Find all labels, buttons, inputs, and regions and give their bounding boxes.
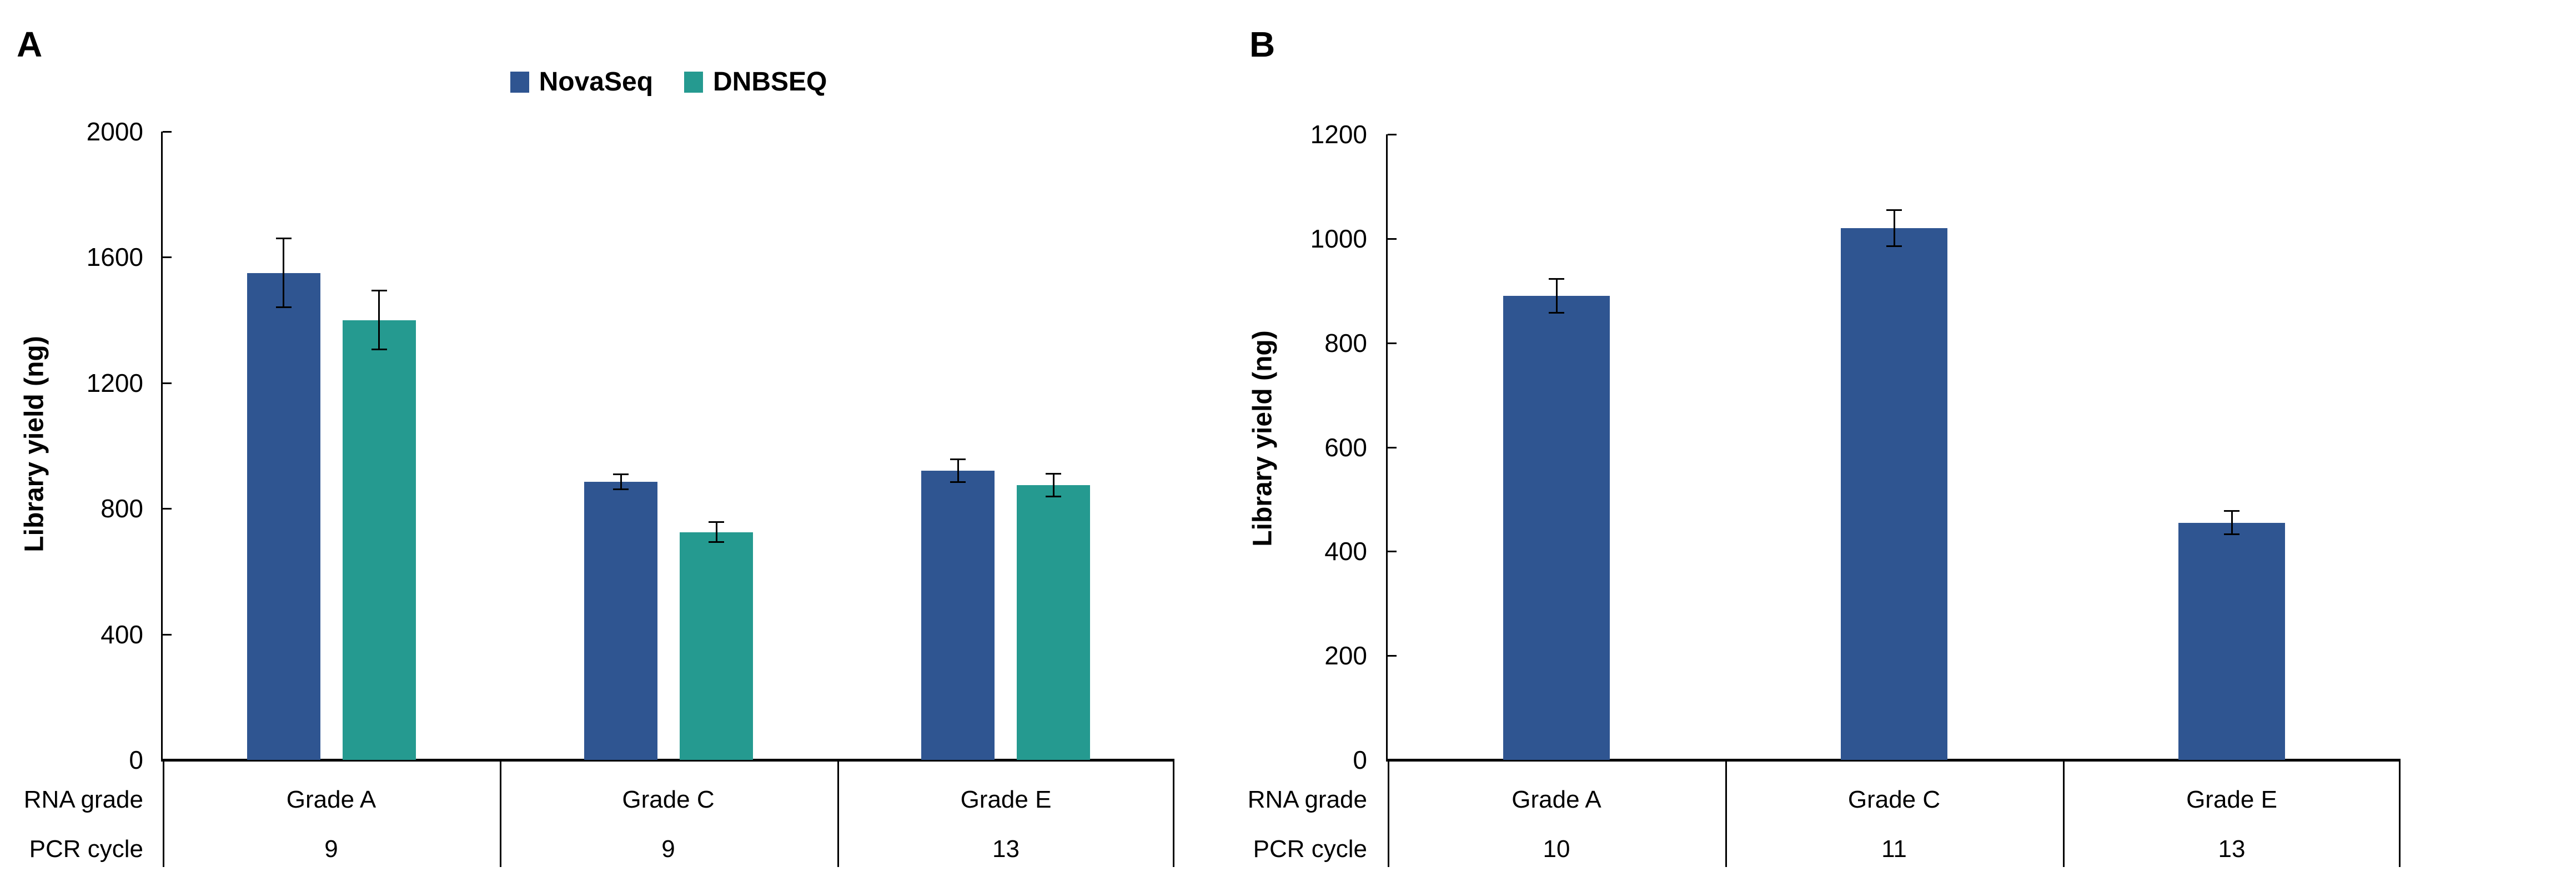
error-bar-novaseq-grade-c — [1894, 210, 1895, 246]
panel-b-y-tick-800 — [1388, 342, 1397, 344]
panel-b-table-border-1 — [1725, 760, 1727, 867]
panel-a-row-header-pcr-cycle: PCR cycle — [29, 835, 143, 863]
panel-a-pcr-cycle-cell-grade-a: 9 — [324, 835, 338, 863]
panel-a-y-tick-label-400: 400 — [101, 620, 143, 649]
panel-b-y-tick-label-200: 200 — [1324, 641, 1367, 670]
panel-a-y-tick-label-1200: 1200 — [86, 369, 143, 397]
bar-novaseq-grade-e — [921, 471, 995, 760]
error-bar-cap-top-dnbseq-grade-c — [709, 521, 724, 523]
panel-a-pcr-cycle-cell-grade-c: 9 — [661, 835, 675, 863]
panel-b-y-tick-label-400: 400 — [1324, 537, 1367, 566]
panel-a-y-tick-label-2000: 2000 — [86, 117, 143, 146]
panel-a-y-tick-label-0: 0 — [129, 745, 143, 774]
panel-b-y-tick-label-0: 0 — [1353, 745, 1367, 774]
error-bar-novaseq-grade-e — [957, 459, 959, 482]
panel-a-rna-grade-cell-grade-e: Grade E — [960, 786, 1052, 813]
error-bar-cap-top-novaseq-grade-c — [1886, 209, 1902, 211]
panel-a-rna-grade-cell-grade-a: Grade A — [286, 786, 376, 813]
error-bar-novaseq-grade-c — [620, 474, 622, 490]
bar-dnbseq-grade-c — [680, 532, 753, 760]
error-bar-cap-bottom-novaseq-grade-c — [613, 488, 629, 490]
error-bar-novaseq-grade-a — [283, 238, 284, 308]
error-bar-cap-top-novaseq-grade-e — [950, 458, 966, 460]
panel-a-table-border-3 — [1173, 760, 1174, 867]
panel-b-rna-grade-cell-grade-c: Grade C — [1847, 786, 1941, 813]
error-bar-cap-bottom-novaseq-grade-a — [276, 306, 292, 308]
panel-b-rna-grade-cell-grade-e: Grade E — [2186, 786, 2277, 813]
legend-item-dnbseq: DNBSEQ — [684, 69, 827, 95]
panel-a-table-border-0 — [163, 760, 164, 867]
error-bar-cap-top-novaseq-grade-c — [613, 473, 629, 475]
panel-b-pcr-cycle-cell-grade-c: 11 — [1881, 835, 1907, 863]
panel-a-y-tick-label-1600: 1600 — [86, 243, 143, 271]
error-bar-cap-top-novaseq-grade-e — [2224, 510, 2239, 512]
error-bar-cap-top-novaseq-grade-a — [1549, 278, 1564, 280]
error-bar-cap-top-dnbseq-grade-a — [371, 290, 387, 291]
panel-a-x-axis-line — [161, 759, 1174, 762]
legend-label-dnbseq: DNBSEQ — [713, 67, 827, 97]
bar-novaseq-grade-c — [584, 482, 657, 760]
panel-a-y-tick-1600 — [163, 256, 172, 258]
panel-a-table-border-1 — [500, 760, 501, 867]
panel-b-y-tick-1200 — [1388, 134, 1397, 135]
legend-swatch-novaseq — [510, 72, 529, 93]
panel-b-y-tick-200 — [1388, 655, 1397, 657]
panel-b-row-header-pcr-cycle: PCR cycle — [1253, 835, 1367, 863]
panel-a-y-tick-1200 — [163, 382, 172, 384]
panel-a-y-axis-line — [161, 132, 163, 760]
bar-dnbseq-grade-a — [343, 320, 416, 760]
panel-b-table-border-0 — [1388, 760, 1389, 867]
panel-b-y-tick-600 — [1388, 447, 1397, 448]
panel-a-row-header-rna-grade: RNA grade — [23, 786, 143, 813]
panel-b-y-axis-line — [1386, 134, 1388, 760]
bar-novaseq-grade-a — [1503, 296, 1610, 760]
panel-b-pcr-cycle-cell-grade-e: 13 — [2218, 835, 2246, 863]
panel-b-table-border-2 — [2063, 760, 2065, 867]
error-bar-cap-bottom-dnbseq-grade-c — [709, 541, 724, 543]
legend-label-novaseq: NovaSeq — [539, 67, 654, 97]
panel-a-y-tick-400 — [163, 634, 172, 636]
bar-dnbseq-grade-e — [1017, 485, 1090, 760]
error-bar-novaseq-grade-e — [2231, 511, 2233, 535]
panel-b-x-axis-line — [1386, 759, 2401, 762]
error-bar-cap-bottom-novaseq-grade-e — [950, 481, 966, 483]
error-bar-cap-bottom-novaseq-grade-c — [1886, 245, 1902, 247]
panel-b-y-tick-label-1000: 1000 — [1310, 224, 1367, 253]
legend-swatch-dnbseq — [684, 72, 704, 93]
error-bar-dnbseq-grade-e — [1053, 473, 1054, 497]
legend: NovaSeq DNBSEQ — [163, 69, 1174, 95]
panel-a-y-tick-800 — [163, 508, 172, 510]
panel-b-y-tick-label-600: 600 — [1324, 433, 1367, 462]
panel-a-y-tick-2000 — [163, 131, 172, 133]
panel-b-y-tick-400 — [1388, 551, 1397, 552]
panel-b-pcr-cycle-cell-grade-a: 10 — [1543, 835, 1570, 863]
panel-b-rna-grade-cell-grade-a: Grade A — [1512, 786, 1601, 813]
panel-a-y-tick-label-800: 800 — [101, 494, 143, 523]
error-bar-cap-bottom-dnbseq-grade-a — [371, 349, 387, 350]
panel-b-label: B — [1249, 24, 1276, 64]
error-bar-cap-bottom-dnbseq-grade-e — [1046, 496, 1061, 497]
bar-novaseq-grade-c — [1841, 228, 1947, 760]
panel-a-label: A — [17, 24, 43, 64]
error-bar-cap-top-novaseq-grade-a — [276, 238, 292, 239]
bar-novaseq-grade-e — [2178, 523, 2285, 760]
error-bar-cap-bottom-novaseq-grade-a — [1549, 312, 1564, 314]
panel-b-row-header-rna-grade: RNA grade — [1247, 786, 1367, 813]
panel-a-rna-grade-cell-grade-c: Grade C — [622, 786, 715, 813]
bar-novaseq-grade-a — [247, 273, 320, 760]
panel-a-table-border-2 — [837, 760, 839, 867]
legend-item-novaseq: NovaSeq — [510, 69, 653, 95]
error-bar-dnbseq-grade-c — [716, 522, 717, 542]
error-bar-dnbseq-grade-a — [378, 290, 380, 350]
error-bar-novaseq-grade-a — [1556, 279, 1558, 313]
error-bar-cap-bottom-novaseq-grade-e — [2224, 533, 2239, 535]
panel-b-y-tick-label-1200: 1200 — [1310, 120, 1367, 149]
panel-a-pcr-cycle-cell-grade-e: 13 — [992, 835, 1020, 863]
panel-b-y-tick-1000 — [1388, 238, 1397, 240]
panel-b-y-tick-label-800: 800 — [1324, 329, 1367, 357]
error-bar-cap-top-dnbseq-grade-e — [1046, 473, 1061, 475]
panel-b-table-border-3 — [2399, 760, 2401, 867]
